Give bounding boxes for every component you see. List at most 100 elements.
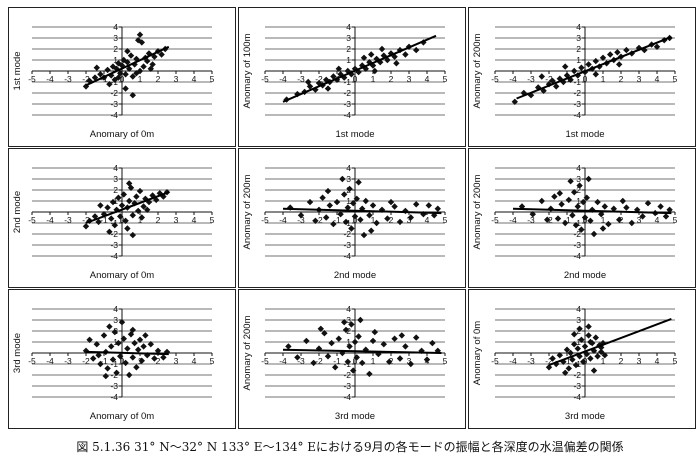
data-point [592, 334, 599, 341]
data-point [574, 345, 581, 352]
data-point [144, 206, 151, 213]
data-point [380, 341, 387, 348]
data-point [560, 78, 567, 86]
data-point [592, 71, 599, 78]
x-axis-title: Anomary of 0m [90, 129, 154, 140]
data-point [535, 84, 542, 91]
trend-line [85, 45, 170, 87]
data-point [163, 348, 171, 356]
y-tick-label: 2 [113, 185, 118, 195]
data-point [583, 194, 590, 201]
panel-frame [238, 148, 466, 288]
data-point [393, 60, 400, 67]
x-tick-label: 3 [407, 356, 412, 366]
y-tick-label: 4 [346, 163, 351, 173]
data-point [351, 338, 359, 346]
data-point [91, 74, 99, 81]
x-tick-label: 0 [120, 74, 125, 84]
data-point [323, 214, 330, 221]
x-tick-label: 5 [443, 215, 448, 225]
data-point [423, 356, 431, 363]
data-point [413, 334, 420, 341]
data-point [133, 364, 140, 371]
data-point [572, 361, 580, 369]
panel-frame [468, 7, 696, 147]
data-point [324, 187, 332, 195]
y-tick-label: 2 [113, 44, 118, 54]
x-tick-label: 4 [192, 215, 197, 225]
data-point [353, 195, 360, 202]
data-point [540, 87, 547, 94]
x-tick-label: 5 [210, 74, 215, 84]
data-point [562, 63, 569, 70]
data-point [391, 53, 398, 60]
data-point [565, 365, 572, 372]
data-point [138, 214, 145, 221]
data-point [598, 211, 605, 218]
x-tick-label: 1 [371, 74, 376, 84]
data-point [605, 220, 612, 228]
data-point [610, 205, 617, 212]
data-point [113, 65, 120, 72]
x-axis-title: 1st mode [565, 129, 604, 140]
data-point [396, 218, 404, 226]
data-point [86, 336, 93, 343]
data-point [97, 71, 104, 78]
data-point [578, 336, 585, 343]
data-point [310, 359, 317, 367]
x-tick-label: 5 [673, 356, 678, 366]
data-point [641, 46, 648, 54]
x-tick-label: 0 [353, 74, 358, 84]
data-point [520, 89, 527, 97]
panel-frame [238, 7, 466, 147]
data-point [590, 230, 598, 238]
data-point [129, 73, 136, 80]
data-point [306, 198, 314, 206]
data-point [538, 73, 545, 80]
data-point [332, 364, 339, 371]
panel-frame [468, 289, 696, 429]
data-point [324, 353, 332, 360]
x-tick-label: 2 [619, 74, 624, 84]
y-tick-label: 3 [576, 315, 581, 325]
data-point [551, 193, 558, 200]
data-point [578, 226, 585, 233]
y-tick-label: 3 [113, 315, 118, 325]
y-tick-label: -2 [110, 88, 118, 98]
data-point [104, 204, 111, 211]
data-point [549, 77, 556, 85]
x-axis-title: Anomary of 0m [90, 270, 154, 281]
data-point [425, 202, 432, 209]
data-point [396, 355, 404, 362]
x-tick-label: -2 [545, 74, 553, 84]
y-tick-label: 2 [346, 326, 351, 336]
x-tick-label: 3 [637, 215, 642, 225]
y-tick-label: -2 [343, 229, 351, 239]
data-point [140, 63, 147, 70]
x-tick-label: -5 [28, 74, 36, 84]
y-tick-label: -3 [573, 381, 581, 391]
x-tick-label: 3 [174, 215, 179, 225]
data-point [569, 356, 576, 363]
data-point [558, 201, 565, 208]
data-point [348, 225, 355, 232]
x-tick-label: 3 [407, 215, 412, 225]
data-point [111, 328, 118, 336]
data-point [601, 203, 608, 210]
y-tick-label: -2 [343, 88, 351, 98]
data-point [129, 212, 136, 219]
x-tick-label: 1 [138, 215, 143, 225]
y-tick-label: 3 [113, 174, 118, 184]
data-point [662, 213, 670, 220]
data-point [366, 370, 373, 378]
data-point [136, 67, 144, 75]
data-point [118, 202, 126, 209]
data-point [145, 198, 153, 206]
x-tick-label: -4 [509, 215, 517, 225]
x-tick-label: -4 [279, 74, 287, 84]
x-tick-label: 4 [425, 215, 430, 225]
y-tick-label: 3 [346, 33, 351, 43]
